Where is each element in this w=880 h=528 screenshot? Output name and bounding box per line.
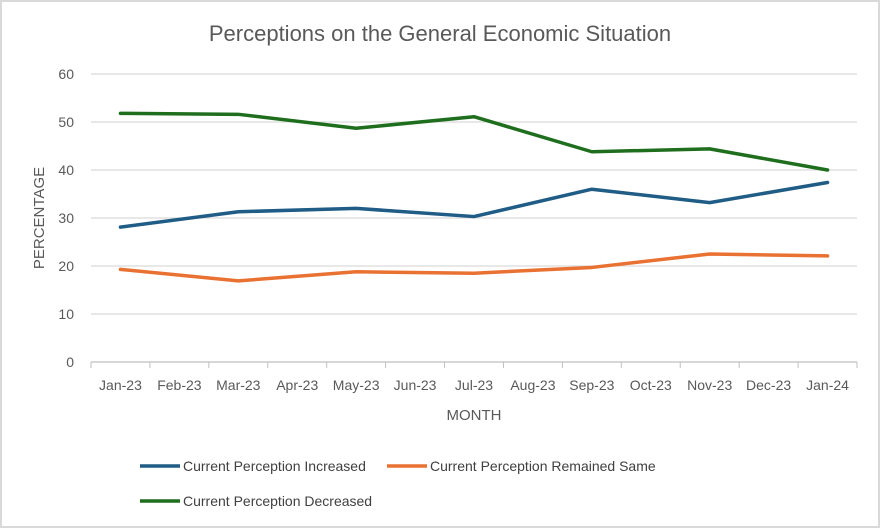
x-tick-label: Mar-23 bbox=[216, 377, 261, 393]
x-tick-label: Sep-23 bbox=[569, 377, 614, 393]
data-point bbox=[119, 226, 122, 229]
gridlines bbox=[91, 73, 857, 315]
legend-item: Current Perception Increased bbox=[140, 458, 366, 474]
y-axis-title: PERCENTAGE bbox=[31, 167, 48, 269]
data-point bbox=[355, 127, 358, 130]
series-current-perception-increased bbox=[118, 180, 830, 229]
data-point bbox=[473, 215, 476, 218]
data-point bbox=[826, 169, 829, 172]
data-point bbox=[590, 266, 593, 269]
data-point bbox=[473, 272, 476, 275]
x-tick-label: Jun-23 bbox=[394, 377, 437, 393]
data-point bbox=[355, 207, 358, 210]
legend-item: Current Perception Decreased bbox=[140, 493, 372, 509]
series-line bbox=[118, 111, 830, 172]
y-tick-label: 40 bbox=[58, 162, 74, 178]
x-tick-label: Feb-23 bbox=[157, 377, 202, 393]
y-tick-label: 50 bbox=[58, 114, 74, 130]
series-line bbox=[118, 252, 830, 283]
legend: Current Perception Increased Current Perc… bbox=[140, 458, 656, 509]
data-point bbox=[355, 270, 358, 273]
data-point bbox=[590, 188, 593, 191]
y-tick-label: 20 bbox=[58, 258, 74, 274]
data-point bbox=[708, 147, 711, 150]
data-point bbox=[473, 115, 476, 118]
y-tick-label: 60 bbox=[58, 66, 74, 82]
data-point bbox=[826, 254, 829, 257]
x-tick-label: Apr-23 bbox=[276, 377, 318, 393]
data-point bbox=[237, 113, 240, 116]
series-lines bbox=[118, 111, 830, 283]
data-point bbox=[708, 201, 711, 204]
data-point bbox=[237, 279, 240, 282]
y-axis-ticks: 0 10 20 30 40 50 60 bbox=[58, 66, 74, 370]
series-current-perception-remained-same bbox=[118, 252, 830, 283]
x-tick-label: Jul-23 bbox=[455, 377, 493, 393]
data-point bbox=[237, 210, 240, 213]
x-tick-label: Oct-23 bbox=[630, 377, 672, 393]
data-point bbox=[708, 253, 711, 256]
y-tick-label: 0 bbox=[66, 354, 74, 370]
data-point bbox=[119, 268, 122, 271]
x-tick-label: Jan-24 bbox=[806, 377, 849, 393]
chart-title: Perceptions on the General Economic Situ… bbox=[209, 21, 671, 46]
x-tick-label: Aug-23 bbox=[510, 377, 555, 393]
x-axis: Jan-23 Feb-23 Mar-23 Apr-23 May-23 Jun-23 Jul-… bbox=[90, 361, 858, 393]
y-tick-label: 30 bbox=[58, 210, 74, 226]
legend-item: Current Perception Remained Same bbox=[387, 458, 656, 474]
data-point bbox=[826, 181, 829, 184]
x-axis-title: MONTH bbox=[447, 407, 502, 424]
y-tick-label: 10 bbox=[58, 306, 74, 322]
series-current-perception-decreased bbox=[118, 111, 830, 172]
legend-label: Current Perception Remained Same bbox=[430, 458, 656, 474]
x-tick-label: Nov-23 bbox=[687, 377, 732, 393]
x-tick-label: Dec-23 bbox=[746, 377, 791, 393]
x-tick-label: May-23 bbox=[333, 377, 380, 393]
data-point bbox=[590, 150, 593, 153]
series-line bbox=[118, 180, 830, 229]
x-tick-label: Jan-23 bbox=[99, 377, 142, 393]
legend-label: Current Perception Decreased bbox=[183, 493, 372, 509]
legend-label: Current Perception Increased bbox=[183, 458, 366, 474]
data-point bbox=[119, 112, 122, 115]
